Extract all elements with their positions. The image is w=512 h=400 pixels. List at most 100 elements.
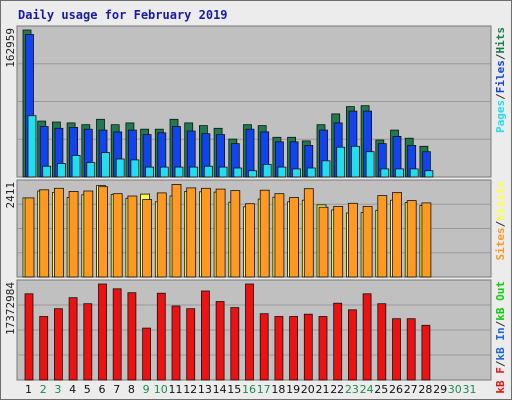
- x-tick-label-day-16: 16: [242, 383, 256, 396]
- bar-sites-day-26: [392, 192, 402, 278]
- x-tick-label-day-26: 26: [389, 383, 403, 396]
- bar-pages-day-4: [71, 154, 81, 178]
- bar-sites-day-9: [142, 199, 153, 278]
- bar-kb-f-day-7: [112, 288, 122, 381]
- bar-pages-day-6: [101, 152, 110, 178]
- bar-pages-day-1: [27, 115, 37, 178]
- bar-sites-day-22: [333, 205, 344, 278]
- chart-title: Daily usage for February 2019: [18, 8, 228, 22]
- bar-sites-day-18: [274, 193, 285, 278]
- x-tick-label-day-5: 5: [84, 383, 91, 396]
- bar-pages-day-2: [42, 165, 52, 178]
- bar-sites-day-25: [377, 195, 388, 278]
- bar-sites-day-16: [245, 203, 255, 278]
- legend: Sites/Visits: [494, 181, 507, 261]
- bar-pages-day-28: [424, 170, 434, 178]
- bar-pages-day-20: [306, 167, 316, 178]
- legend-item: Visits: [494, 181, 507, 221]
- bar-pages-day-11: [174, 166, 184, 178]
- bar-kb-f-day-5: [83, 303, 93, 381]
- bar-kb-f-day-18: [274, 316, 284, 381]
- bar-pages-day-19: [292, 168, 302, 178]
- bar-pages-day-10: [159, 166, 169, 178]
- bar-kb-f-day-4: [68, 297, 78, 381]
- bar-pages-day-24: [365, 151, 375, 178]
- bar-sites-day-14: [215, 188, 226, 278]
- x-tick-label-day-23: 23: [345, 383, 359, 396]
- bar-kb-f-day-1: [24, 293, 34, 381]
- bar-pages-day-21: [321, 160, 331, 178]
- bar-pages-day-23: [350, 145, 360, 178]
- bar-pages-day-26: [395, 168, 404, 178]
- x-tick-label-day-10: 10: [154, 383, 168, 396]
- legend-item: kB Out: [494, 281, 507, 321]
- bar-kb-f-day-8: [127, 292, 137, 381]
- x-tick-label-day-29: 29: [433, 383, 447, 396]
- bar-kb-f-day-26: [392, 318, 401, 381]
- bar-kb-f-day-28: [421, 324, 431, 381]
- legend: Pages/Files/Hits: [494, 27, 507, 133]
- bar-sites-day-4: [68, 190, 79, 278]
- bar-kb-f-day-3: [54, 308, 63, 381]
- bar-pages-day-17: [262, 163, 272, 178]
- x-tick-label-day-7: 7: [113, 383, 120, 396]
- bar-sites-day-17: [259, 189, 270, 278]
- bar-pages-day-13: [203, 165, 213, 178]
- bar-pages-day-14: [218, 166, 228, 178]
- bar-kb-f-day-20: [303, 313, 313, 381]
- y-max-label: 17372984: [4, 282, 17, 335]
- bar-sites-day-15: [230, 190, 241, 278]
- legend: kB F/kB In/kB Out: [494, 281, 507, 394]
- legend-item: kB In: [494, 327, 507, 360]
- bar-pages-day-8: [130, 159, 140, 178]
- bar-pages-day-18: [277, 166, 287, 178]
- bar-sites-day-20: [303, 188, 314, 278]
- bar-sites-day-8: [127, 195, 138, 278]
- bar-kb-f-day-16: [245, 283, 254, 381]
- x-tick-label-day-31: 31: [463, 383, 477, 396]
- x-tick-label-day-25: 25: [374, 383, 388, 396]
- bar-kb-f-day-13: [200, 290, 210, 381]
- bar-sites-day-24: [362, 205, 373, 278]
- x-tick-label-day-21: 21: [316, 383, 330, 396]
- bar-sites-day-19: [289, 197, 300, 278]
- x-tick-label-day-20: 20: [301, 383, 315, 396]
- x-tick-label-day-9: 9: [143, 383, 150, 396]
- bar-sites-day-7: [112, 193, 123, 278]
- x-tick-label-day-11: 11: [169, 383, 183, 396]
- bar-kb-f-day-15: [230, 307, 240, 381]
- bar-sites-day-5: [83, 190, 94, 278]
- x-tick-label-day-15: 15: [227, 383, 241, 396]
- bar-kb-f-day-10: [156, 292, 166, 381]
- legend-item: Pages: [494, 100, 507, 133]
- bar-kb-f-day-21: [318, 316, 328, 381]
- bar-kb-f-day-27: [406, 318, 416, 381]
- bar-kb-f-day-24: [362, 293, 372, 381]
- bar-sites-day-13: [200, 187, 211, 278]
- legend-item: kB F: [494, 367, 507, 394]
- x-tick-label-day-4: 4: [69, 383, 76, 396]
- x-tick-label-day-3: 3: [54, 383, 61, 396]
- bar-kb-f-day-6: [98, 283, 107, 381]
- bar-pages-day-12: [189, 166, 199, 178]
- x-tick-label-day-22: 22: [330, 383, 344, 396]
- y-max-label: 162959: [4, 28, 17, 68]
- bar-sites-day-10: [156, 192, 167, 278]
- bar-pages-day-9: [145, 166, 155, 178]
- bar-files-day-16: [245, 128, 255, 178]
- bar-sites-day-11: [171, 183, 182, 278]
- bar-sites-day-21: [318, 206, 329, 278]
- legend-item: Sites: [494, 227, 507, 260]
- bar-pages-day-27: [409, 168, 419, 178]
- bar-sites-day-2: [39, 189, 50, 278]
- bar-kb-f-day-22: [333, 302, 343, 381]
- legend-item: /: [494, 360, 507, 367]
- x-tick-label-day-8: 8: [128, 383, 135, 396]
- bar-sites-day-23: [347, 202, 358, 278]
- x-tick-label-day-24: 24: [360, 383, 374, 396]
- bar-sites-day-12: [186, 187, 197, 278]
- bar-kb-f-day-23: [347, 309, 357, 381]
- bar-pages-day-25: [380, 168, 390, 178]
- bar-kb-f-day-14: [215, 301, 225, 381]
